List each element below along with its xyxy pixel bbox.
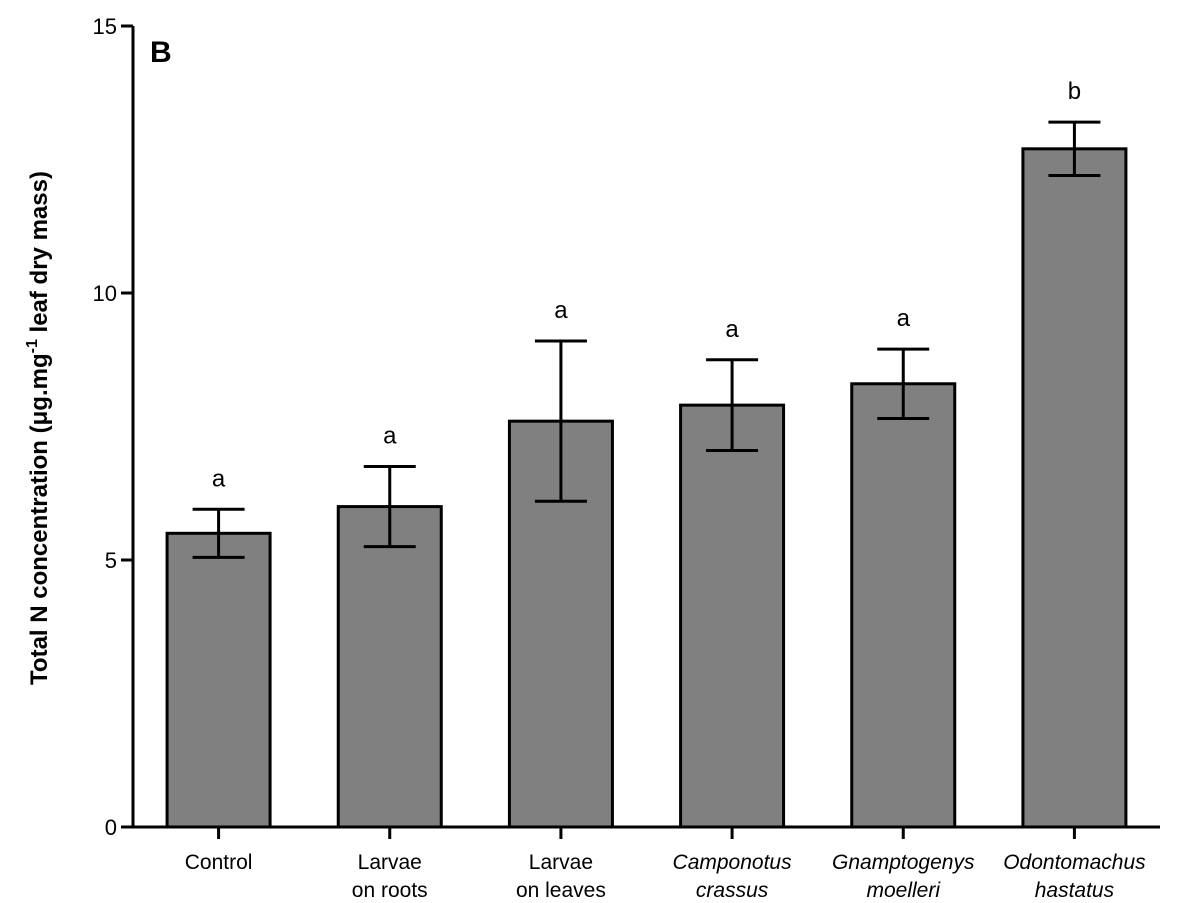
y-tick-label: 5	[105, 548, 117, 573]
x-category-label: Larvae	[358, 851, 422, 874]
x-category-label-line2: on roots	[352, 879, 428, 902]
significance-letter: b	[1068, 78, 1081, 105]
significance-letter: a	[554, 297, 568, 324]
bar	[1021, 147, 1128, 829]
x-category-label: Camponotus	[673, 851, 793, 874]
significance-letter: a	[725, 316, 739, 343]
axes: 0 5 10 15	[93, 14, 1160, 840]
significance-letter: a	[212, 465, 226, 492]
bar	[679, 403, 786, 829]
x-category-label: Larvae	[529, 851, 593, 874]
bar	[850, 382, 957, 829]
x-category-label-line2: hastatus	[1035, 879, 1115, 902]
y-axis-title: Total N concentration (μg.mg-1 leaf dry …	[24, 171, 53, 685]
y-tick-label: 15	[93, 14, 117, 39]
x-category-label-line2: moelleri	[866, 879, 941, 902]
significance-letter: a	[383, 423, 397, 450]
x-category-label: Gnamptogenys	[832, 851, 975, 874]
error-bars	[192, 120, 1101, 559]
significance-letter: a	[897, 305, 911, 332]
bars	[165, 147, 1128, 829]
x-category-label: Odontomachus	[1003, 851, 1146, 874]
bar	[336, 505, 443, 829]
x-category-label-line2: crassus	[696, 879, 769, 902]
panel-label: B	[150, 36, 172, 69]
y-tick-label: 10	[93, 281, 117, 306]
labels: a Control a Larvae on roots a Larvae on leaves a…	[185, 78, 1146, 902]
bar	[165, 531, 272, 829]
x-category-label-line2: on leaves	[516, 879, 606, 902]
y-tick-label: 0	[105, 815, 117, 840]
x-category-label: Control	[185, 851, 253, 874]
